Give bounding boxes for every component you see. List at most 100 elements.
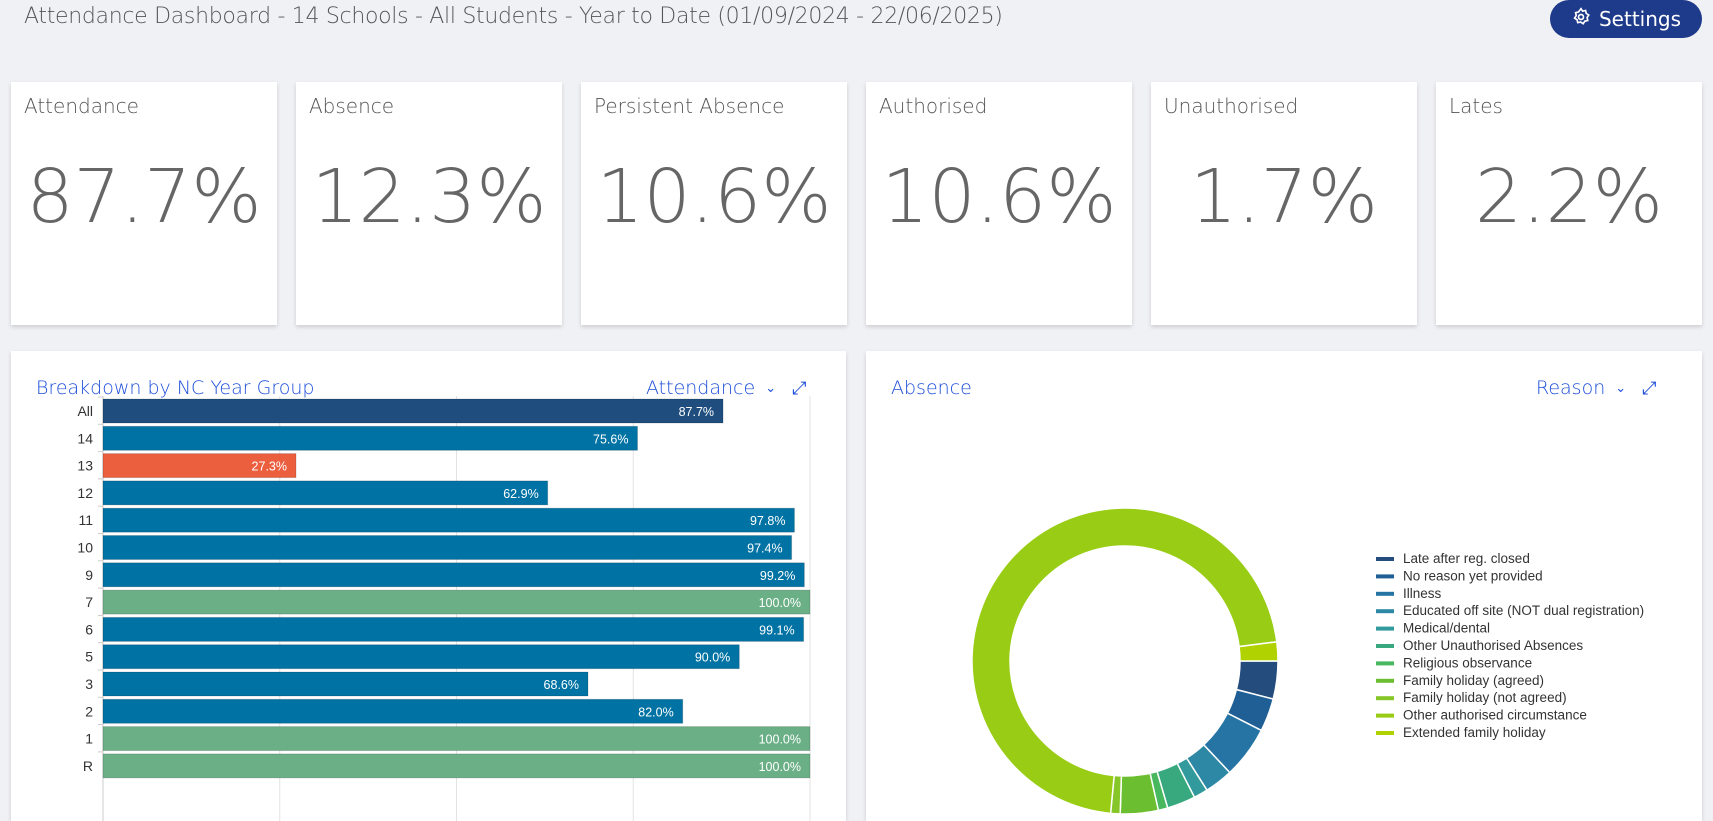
bar-12[interactable] bbox=[102, 480, 549, 506]
bar-value-label: 27.3% bbox=[252, 460, 287, 474]
bar-value-label: 100.0% bbox=[759, 596, 801, 610]
breakdown-dropdown[interactable]: Reason bbox=[1536, 377, 1606, 399]
panel-title: Absence bbox=[891, 377, 972, 399]
bar-11[interactable] bbox=[102, 507, 795, 533]
bar-5[interactable] bbox=[102, 644, 740, 670]
bar-value-label: 100.0% bbox=[759, 760, 801, 774]
bar-value-label: 62.9% bbox=[503, 487, 538, 501]
year-group-panel: Breakdown by NC Year Group Attendance ⌄ … bbox=[11, 351, 846, 821]
donut-slice[interactable] bbox=[971, 507, 1278, 815]
kpi-label: Unauthorised bbox=[1164, 94, 1299, 118]
legend-swatch bbox=[1376, 731, 1394, 735]
kpi-value: 12.3% bbox=[311, 154, 547, 240]
settings-button[interactable]: Settings bbox=[1550, 0, 1702, 38]
kpi-label: Absence bbox=[309, 94, 395, 118]
legend-swatch bbox=[1376, 574, 1394, 579]
bar-value-label: 99.2% bbox=[760, 569, 795, 583]
page-title: Attendance Dashboard - 14 Schools - All … bbox=[24, 4, 1003, 29]
legend-item[interactable]: Illness bbox=[1403, 586, 1442, 601]
gear-icon bbox=[1571, 6, 1591, 32]
kpi-label: Attendance bbox=[24, 94, 139, 118]
kpi-card-persistent-absence: Persistent Absence 10.6% bbox=[581, 82, 847, 325]
legend-swatch bbox=[1376, 713, 1394, 718]
legend-swatch bbox=[1376, 591, 1394, 596]
kpi-card-attendance: Attendance 87.7% bbox=[11, 82, 277, 325]
expand-icon[interactable]: ⤢ bbox=[1642, 377, 1657, 399]
category-label: 12 bbox=[77, 485, 93, 501]
expand-icon[interactable]: ⤢ bbox=[792, 377, 807, 399]
category-label: 6 bbox=[85, 621, 93, 637]
bar-3[interactable] bbox=[102, 671, 589, 697]
legend-item[interactable]: No reason yet provided bbox=[1403, 568, 1543, 583]
bar-value-label: 100.0% bbox=[759, 733, 801, 747]
bar-13[interactable] bbox=[102, 453, 297, 479]
bar-14[interactable] bbox=[102, 425, 638, 451]
legend-item[interactable]: Family holiday (not agreed) bbox=[1403, 690, 1567, 705]
bar-value-label: 87.7% bbox=[679, 405, 714, 419]
donut-chart: Late after reg. closed No reason yet prov… bbox=[971, 507, 1644, 815]
kpi-value: 87.7% bbox=[26, 154, 262, 240]
bar-value-label: 75.6% bbox=[593, 432, 628, 446]
kpi-label: Persistent Absence bbox=[594, 94, 785, 118]
bar-value-label: 99.1% bbox=[759, 623, 794, 637]
legend-swatch bbox=[1376, 661, 1394, 666]
category-label: All bbox=[77, 403, 93, 419]
legend-swatch bbox=[1376, 644, 1394, 648]
category-label: 1 bbox=[85, 731, 93, 747]
category-label: 5 bbox=[85, 649, 93, 665]
legend-item[interactable]: Other authorised circumstance bbox=[1403, 708, 1587, 723]
kpi-value: 1.7% bbox=[1190, 154, 1378, 240]
category-label: 3 bbox=[85, 676, 93, 692]
kpi-value: 2.2% bbox=[1475, 154, 1663, 240]
bar-6[interactable] bbox=[102, 616, 805, 642]
kpi-label: Authorised bbox=[879, 94, 988, 118]
bar-value-label: 97.8% bbox=[750, 514, 785, 528]
legend-swatch bbox=[1376, 557, 1394, 561]
category-label: 9 bbox=[85, 567, 93, 583]
kpi-card-lates: Lates 2.2% bbox=[1436, 82, 1702, 325]
legend-swatch bbox=[1376, 678, 1394, 683]
kpi-card-authorised: Authorised 10.6% bbox=[866, 82, 1132, 325]
category-label: 13 bbox=[77, 458, 93, 474]
settings-label: Settings bbox=[1598, 7, 1682, 31]
legend-swatch bbox=[1376, 609, 1394, 614]
donut-slice[interactable] bbox=[1238, 640, 1279, 662]
bar-value-label: 82.0% bbox=[638, 705, 673, 719]
legend-item[interactable]: Other Unauthorised Absences bbox=[1403, 638, 1583, 653]
bar-2[interactable] bbox=[102, 698, 684, 724]
category-label: 14 bbox=[77, 430, 93, 446]
bar-chart: All 87.7%14 75.6%13 27.3%12 62.9%11 97.8%10 97… bbox=[77, 396, 811, 821]
bar-value-label: 97.4% bbox=[747, 542, 782, 556]
metric-dropdown[interactable]: Attendance bbox=[646, 377, 756, 399]
kpi-value: 10.6% bbox=[881, 154, 1117, 240]
chevron-down-icon[interactable]: ⌄ bbox=[1615, 380, 1627, 396]
legend-item[interactable]: Family holiday (agreed) bbox=[1403, 673, 1544, 688]
category-label: R bbox=[83, 758, 93, 774]
panel-title: Breakdown by NC Year Group bbox=[36, 377, 315, 399]
bar-All[interactable] bbox=[102, 398, 724, 424]
category-label: 11 bbox=[78, 512, 93, 528]
bar-value-label: 68.6% bbox=[544, 678, 579, 692]
kpi-value: 10.6% bbox=[596, 154, 832, 240]
legend-item[interactable]: Late after reg. closed bbox=[1403, 551, 1530, 566]
category-label: 10 bbox=[77, 540, 93, 556]
kpi-card-unauthorised: Unauthorised 1.7% bbox=[1151, 82, 1417, 325]
bar-1[interactable] bbox=[102, 726, 811, 752]
chevron-down-icon[interactable]: ⌄ bbox=[765, 380, 777, 396]
legend-item[interactable]: Medical/dental bbox=[1403, 621, 1490, 636]
bar-R[interactable] bbox=[102, 753, 811, 779]
category-label: 2 bbox=[85, 703, 93, 719]
legend-item[interactable]: Extended family holiday bbox=[1403, 725, 1546, 740]
legend-swatch bbox=[1376, 696, 1394, 701]
absence-panel: Absence Reason ⌄ ⤢ Late after reg. close… bbox=[866, 351, 1702, 821]
bar-9[interactable] bbox=[102, 562, 805, 588]
legend-item[interactable]: Educated off site (NOT dual registration… bbox=[1403, 603, 1644, 618]
bar-10[interactable] bbox=[102, 535, 793, 560]
bar-value-label: 90.0% bbox=[695, 651, 730, 665]
bar-7[interactable] bbox=[102, 589, 811, 615]
legend-item[interactable]: Religious observance bbox=[1403, 655, 1532, 670]
kpi-label: Lates bbox=[1449, 94, 1503, 118]
legend-swatch bbox=[1376, 626, 1394, 631]
kpi-card-absence: Absence 12.3% bbox=[296, 82, 562, 325]
category-label: 7 bbox=[85, 594, 93, 610]
